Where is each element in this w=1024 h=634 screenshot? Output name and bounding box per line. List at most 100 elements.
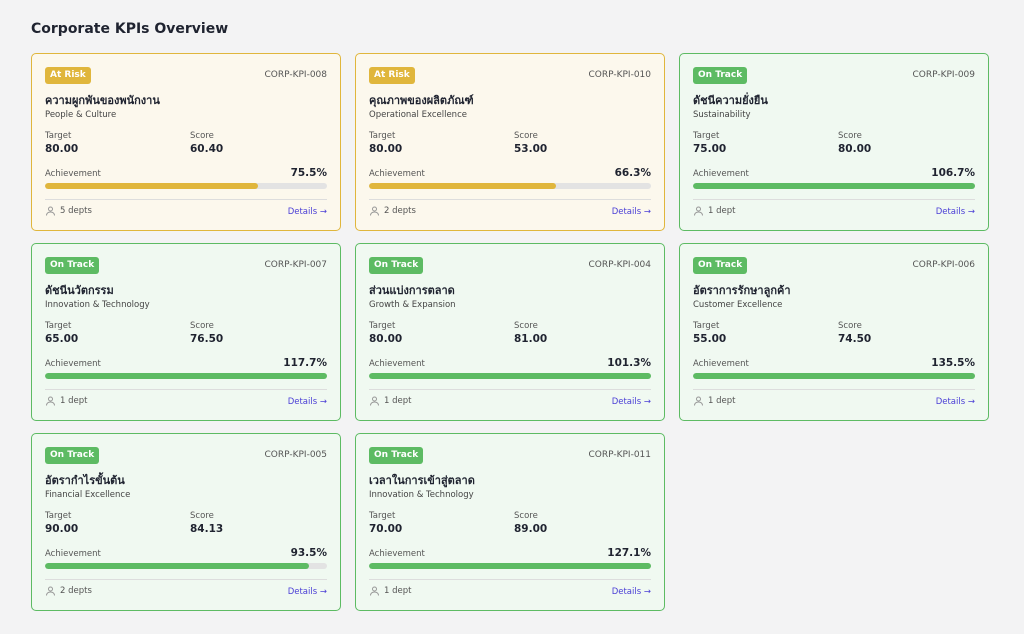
details-link[interactable]: Details → xyxy=(611,397,651,407)
details-link[interactable]: Details → xyxy=(611,587,651,597)
kpi-name: ความผูกพันของพนักงาน xyxy=(45,94,160,107)
achievement-value: 117.7% xyxy=(283,357,327,369)
target-value: 65.00 xyxy=(45,333,79,345)
score-value: 60.40 xyxy=(190,143,224,155)
score-value: 89.00 xyxy=(514,523,548,535)
details-link[interactable]: Details → xyxy=(287,587,327,597)
progress-track xyxy=(369,373,651,379)
kpi-grid: At Risk CORP-KPI-008 ความผูกพันของพนักงาน P… xyxy=(31,53,989,611)
score-label: Score xyxy=(514,321,538,331)
department-count: 2 depts xyxy=(384,206,416,216)
people-icon xyxy=(46,586,55,596)
people-icon xyxy=(694,206,703,216)
kpi-category: Financial Excellence xyxy=(45,490,131,500)
department-count: 1 dept xyxy=(60,396,88,406)
people-icon xyxy=(370,396,379,406)
status-badge: On Track xyxy=(693,67,748,84)
target-value: 80.00 xyxy=(45,143,79,155)
target-label: Target xyxy=(693,321,720,331)
target-value: 90.00 xyxy=(45,523,79,535)
department-count: 1 dept xyxy=(384,586,412,596)
departments: 5 depts xyxy=(45,206,92,216)
target-value: 55.00 xyxy=(693,333,727,345)
divider xyxy=(369,389,651,390)
achievement-label: Achievement xyxy=(369,169,425,179)
kpi-code: CORP-KPI-009 xyxy=(912,70,975,80)
people-icon xyxy=(46,206,55,216)
progress-track xyxy=(45,183,327,189)
department-count: 1 dept xyxy=(708,396,736,406)
kpi-name: อัตราการรักษาลูกค้า xyxy=(693,284,791,297)
divider xyxy=(45,579,327,580)
score-label: Score xyxy=(190,511,214,521)
status-badge: On Track xyxy=(369,257,424,274)
status-badge: On Track xyxy=(45,257,100,274)
kpi-name: อัตรากำไรขั้นต้น xyxy=(45,474,125,487)
people-icon xyxy=(370,206,379,216)
progress-fill xyxy=(45,373,327,379)
kpi-card: On Track CORP-KPI-004 ส่วนแบ่งการตลาด Growt… xyxy=(355,243,665,421)
achievement-label: Achievement xyxy=(45,359,101,369)
kpi-card: On Track CORP-KPI-009 ดัชนีความยั่งยืน Sust… xyxy=(679,53,989,231)
status-badge: On Track xyxy=(45,447,100,464)
details-link[interactable]: Details → xyxy=(287,397,327,407)
departments: 1 dept xyxy=(693,396,735,406)
achievement-label: Achievement xyxy=(369,359,425,369)
kpi-category: Customer Excellence xyxy=(693,300,783,310)
target-value: 70.00 xyxy=(369,523,403,535)
department-count: 1 dept xyxy=(708,206,736,216)
kpi-code: CORP-KPI-008 xyxy=(264,70,327,80)
target-label: Target xyxy=(45,131,72,141)
people-icon xyxy=(370,586,379,596)
kpi-name: เวลาในการเข้าสู่ตลาด xyxy=(369,474,475,487)
score-value: 80.00 xyxy=(838,143,872,155)
score-value: 76.50 xyxy=(190,333,224,345)
kpi-code: CORP-KPI-010 xyxy=(588,70,651,80)
kpi-category: Innovation & Technology xyxy=(369,490,474,500)
achievement-value: 66.3% xyxy=(614,167,651,179)
progress-fill xyxy=(369,183,556,189)
score-value: 81.00 xyxy=(514,333,548,345)
score-label: Score xyxy=(838,131,862,141)
departments: 2 depts xyxy=(369,206,416,216)
people-icon xyxy=(694,396,703,406)
kpi-code: CORP-KPI-007 xyxy=(264,260,327,270)
score-label: Score xyxy=(514,131,538,141)
kpi-category: Growth & Expansion xyxy=(369,300,456,310)
kpi-code: CORP-KPI-006 xyxy=(912,260,975,270)
target-label: Target xyxy=(369,321,396,331)
details-link[interactable]: Details → xyxy=(935,397,975,407)
department-count: 1 dept xyxy=(384,396,412,406)
score-label: Score xyxy=(190,131,214,141)
achievement-value: 101.3% xyxy=(607,357,651,369)
departments: 1 dept xyxy=(693,206,735,216)
departments: 2 depts xyxy=(45,586,92,596)
details-link[interactable]: Details → xyxy=(287,207,327,217)
divider xyxy=(369,199,651,200)
details-link[interactable]: Details → xyxy=(935,207,975,217)
target-label: Target xyxy=(45,321,72,331)
achievement-label: Achievement xyxy=(45,549,101,559)
department-count: 2 depts xyxy=(60,586,92,596)
details-link[interactable]: Details → xyxy=(611,207,651,217)
achievement-value: 75.5% xyxy=(290,167,327,179)
target-label: Target xyxy=(693,131,720,141)
kpi-name: ส่วนแบ่งการตลาด xyxy=(369,284,455,297)
progress-track xyxy=(45,563,327,569)
kpi-card: At Risk CORP-KPI-010 คุณภาพของผลิตภัณฑ์ Ope… xyxy=(355,53,665,231)
divider xyxy=(693,199,975,200)
achievement-value: 93.5% xyxy=(290,547,327,559)
divider xyxy=(693,389,975,390)
department-count: 5 depts xyxy=(60,206,92,216)
progress-fill xyxy=(45,183,258,189)
status-badge: At Risk xyxy=(45,67,91,84)
target-value: 75.00 xyxy=(693,143,727,155)
achievement-value: 127.1% xyxy=(607,547,651,559)
kpi-category: Operational Excellence xyxy=(369,110,467,120)
divider xyxy=(45,199,327,200)
achievement-value: 135.5% xyxy=(931,357,975,369)
progress-fill xyxy=(45,563,309,569)
score-value: 84.13 xyxy=(190,523,224,535)
kpi-card: On Track CORP-KPI-007 ดัชนีนวัตกรรม Innovat… xyxy=(31,243,341,421)
